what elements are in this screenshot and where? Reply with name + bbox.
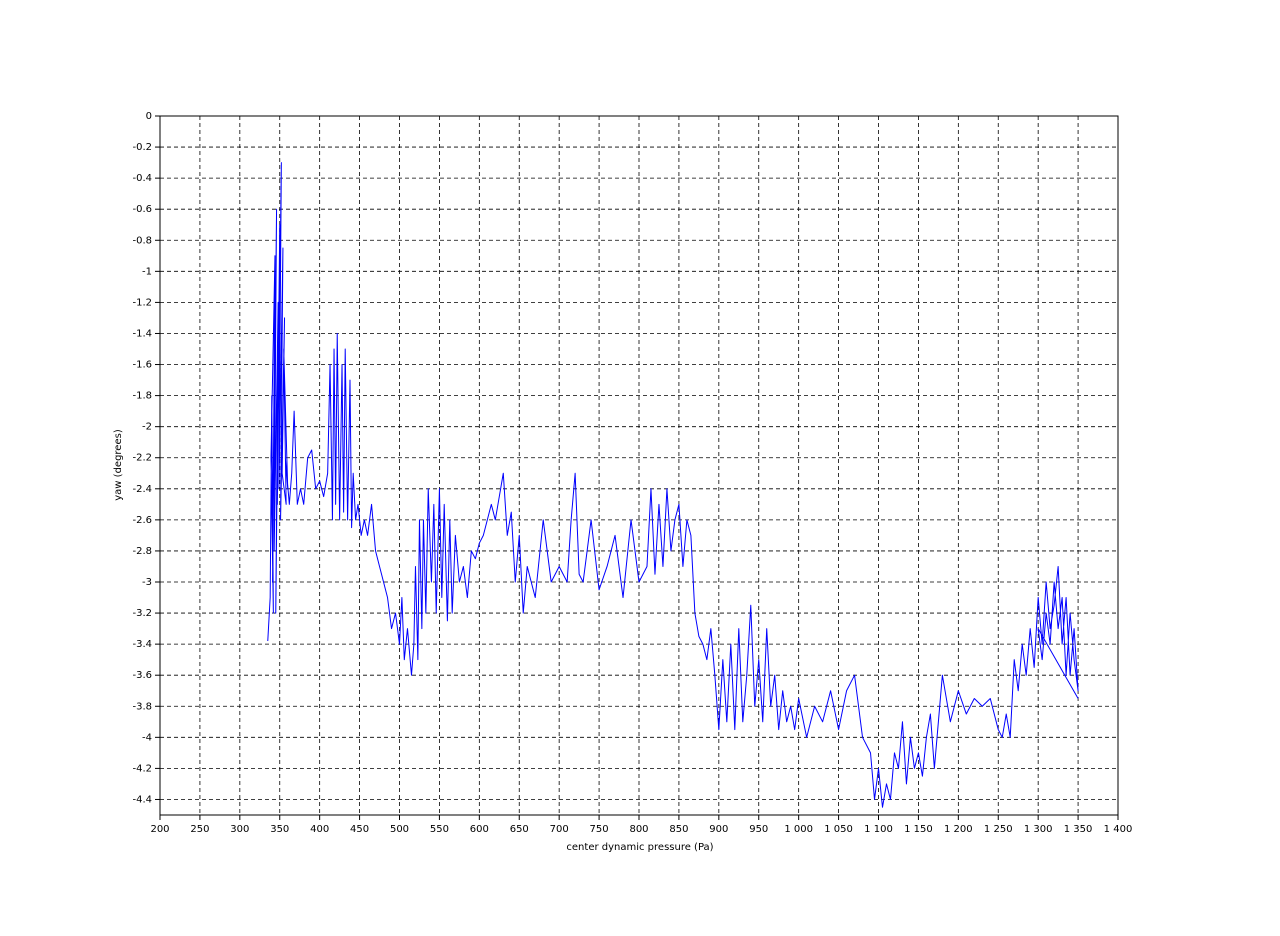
y-tick-label: -2.2 bbox=[132, 453, 152, 464]
y-tick-label: -4.4 bbox=[132, 794, 152, 805]
x-tick-label: 1 100 bbox=[864, 824, 893, 835]
y-tick-label: -0.8 bbox=[132, 235, 152, 246]
x-tick-label: 250 bbox=[190, 824, 209, 835]
y-tick-label: -0.6 bbox=[132, 204, 152, 215]
y-tick-label: -3.8 bbox=[132, 701, 152, 712]
y-tick-label: -4 bbox=[142, 732, 152, 743]
y-tick-label: -1.6 bbox=[132, 360, 152, 371]
x-tick-label: 950 bbox=[749, 824, 768, 835]
y-tick-label: -3.6 bbox=[132, 670, 152, 681]
x-tick-label: 900 bbox=[709, 824, 728, 835]
x-tick-label: 400 bbox=[310, 824, 329, 835]
x-tick-label: 550 bbox=[430, 824, 449, 835]
x-tick-label: 1 250 bbox=[984, 824, 1013, 835]
x-tick-label: 850 bbox=[669, 824, 688, 835]
x-tick-label: 700 bbox=[550, 824, 569, 835]
y-tick-label: -0.2 bbox=[132, 142, 152, 153]
x-tick-label: 1 200 bbox=[944, 824, 973, 835]
y-tick-label: -2 bbox=[142, 422, 152, 433]
x-tick-label: 1 350 bbox=[1064, 824, 1093, 835]
x-axis-label: center dynamic pressure (Pa) bbox=[566, 842, 713, 853]
x-tick-label: 600 bbox=[470, 824, 489, 835]
y-tick-label: -2.8 bbox=[132, 546, 152, 557]
y-tick-label: -1.2 bbox=[132, 297, 152, 308]
y-tick-label: -2.6 bbox=[132, 515, 152, 526]
y-tick-label: -4.2 bbox=[132, 763, 152, 774]
y-tick-label: -3 bbox=[142, 577, 152, 588]
y-tick-label: -1 bbox=[142, 266, 152, 277]
plot-frame bbox=[159, 115, 1119, 816]
y-tick-label: -2.4 bbox=[132, 484, 152, 495]
data-line bbox=[267, 162, 1079, 808]
x-tick-label: 200 bbox=[150, 824, 169, 835]
x-tick-label: 1 050 bbox=[824, 824, 853, 835]
y-tick-label: -1.4 bbox=[132, 328, 152, 339]
x-tick-label: 650 bbox=[510, 824, 529, 835]
y-tick-label: -3.4 bbox=[132, 639, 152, 650]
x-tick-label: 800 bbox=[629, 824, 648, 835]
y-tick-label: -1.8 bbox=[132, 391, 152, 402]
x-tick-label: 1 150 bbox=[904, 824, 933, 835]
x-tick-label: 300 bbox=[230, 824, 249, 835]
x-tick-label: 500 bbox=[390, 824, 409, 835]
y-tick-label: -0.4 bbox=[132, 173, 152, 184]
x-tick-label: 450 bbox=[350, 824, 369, 835]
y-tick-label: -3.2 bbox=[132, 608, 152, 619]
x-tick-label: 750 bbox=[590, 824, 609, 835]
y-axis-label: yaw (degrees) bbox=[113, 429, 124, 501]
x-tick-label: 1 300 bbox=[1024, 824, 1053, 835]
x-tick-label: 1 400 bbox=[1104, 824, 1133, 835]
y-tick-label: 0 bbox=[146, 111, 152, 122]
x-tick-label: 1 000 bbox=[784, 824, 813, 835]
x-tick-label: 350 bbox=[270, 824, 289, 835]
